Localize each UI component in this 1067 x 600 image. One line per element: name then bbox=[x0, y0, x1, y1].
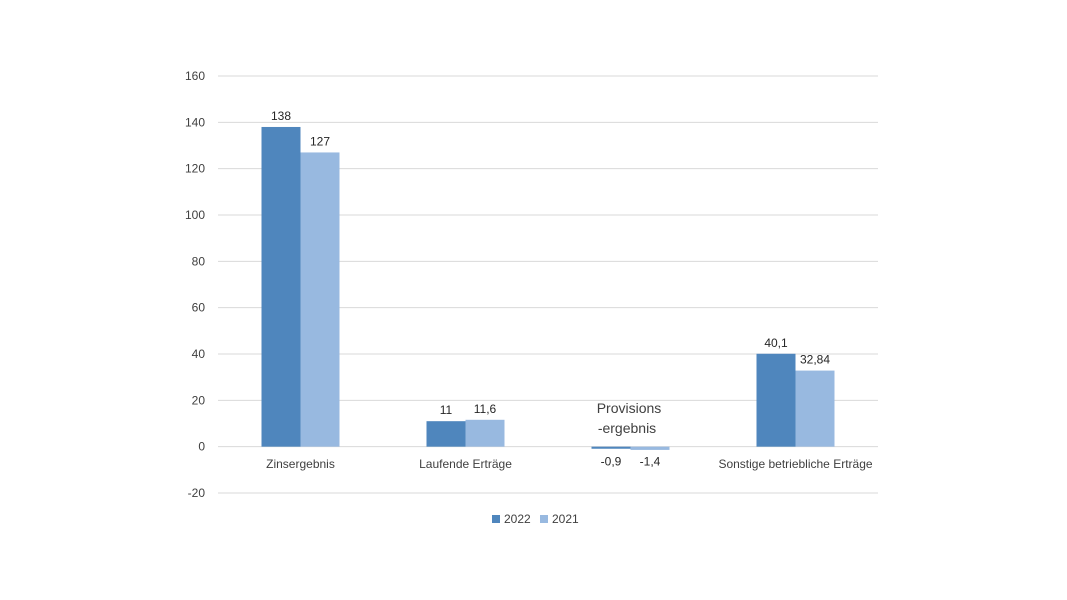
data-label-2022: 40,1 bbox=[764, 336, 788, 350]
data-label-2022: -0,9 bbox=[601, 455, 622, 469]
data-label-2022: 138 bbox=[271, 109, 291, 123]
bar-2021 bbox=[630, 446, 670, 450]
y-axis-ticks: -20 0 20 40 60 80 100 120 140 160 bbox=[185, 69, 205, 500]
legend-label-2021: 2021 bbox=[552, 512, 579, 526]
data-label-2021: 127 bbox=[310, 134, 330, 148]
y-tick-label: -20 bbox=[188, 486, 206, 500]
y-tick-label: 60 bbox=[192, 301, 206, 315]
x-tick-label: Laufende Erträge bbox=[419, 457, 512, 471]
legend-swatch-2022 bbox=[492, 515, 500, 523]
data-label-2021: 11,6 bbox=[474, 402, 497, 416]
y-tick-label: 40 bbox=[192, 347, 206, 361]
y-tick-label: 140 bbox=[185, 115, 205, 129]
bar-2021 bbox=[300, 152, 340, 447]
legend-swatch-2021 bbox=[540, 515, 548, 523]
y-tick-label: 120 bbox=[185, 162, 205, 176]
bar-2022 bbox=[756, 353, 796, 447]
bar-2022 bbox=[261, 126, 301, 447]
x-tick-label: Sonstige betriebliche Erträge bbox=[718, 457, 872, 471]
bar-2022 bbox=[591, 446, 631, 449]
bar-2021 bbox=[465, 419, 505, 447]
data-label-2021: 32,84 bbox=[800, 353, 830, 367]
bar-2022 bbox=[426, 421, 466, 447]
annotation-provisions-line-1: Provisions bbox=[597, 400, 662, 416]
y-tick-label: 80 bbox=[192, 254, 206, 268]
data-labels: 138 127 11 11,6 -0,9 -1,4 40,1 32,84 bbox=[271, 109, 830, 469]
y-tick-label: 0 bbox=[198, 440, 205, 454]
annotation-provisions-line-2: -ergebnis bbox=[598, 420, 656, 436]
x-tick-label: Zinsergebnis bbox=[266, 457, 335, 471]
data-label-2021: -1,4 bbox=[640, 455, 661, 469]
bar-2021 bbox=[795, 370, 835, 447]
legend: 2022 2021 bbox=[492, 512, 579, 526]
y-tick-label: 20 bbox=[192, 393, 206, 407]
legend-label-2022: 2022 bbox=[504, 512, 531, 526]
bars bbox=[261, 126, 835, 450]
category-labels: Zinsergebnis Laufende Erträge Sonstige bet… bbox=[266, 457, 873, 471]
y-tick-label: 100 bbox=[185, 208, 205, 222]
y-tick-label: 160 bbox=[185, 69, 205, 83]
data-label-2022: 11 bbox=[440, 403, 453, 417]
